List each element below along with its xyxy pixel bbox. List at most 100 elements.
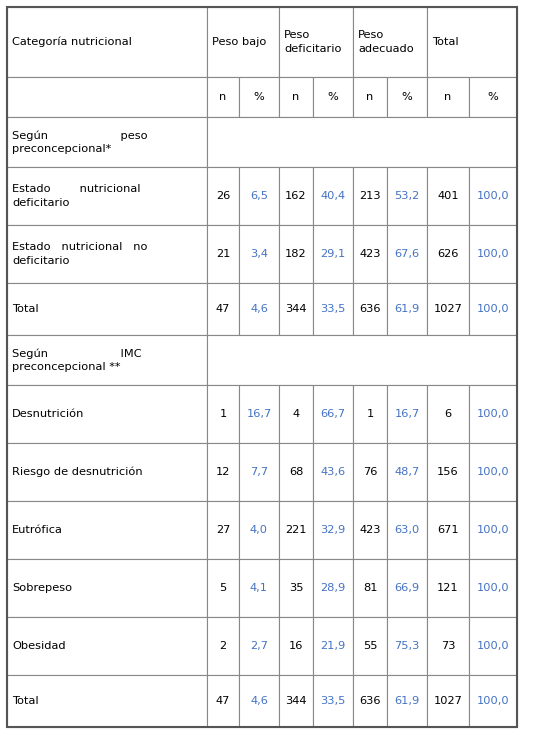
Bar: [279, 283, 313, 335]
Bar: [313, 559, 353, 617]
Bar: [7, 117, 207, 167]
Text: 6,5: 6,5: [250, 191, 268, 201]
Bar: [7, 77, 207, 117]
Bar: [387, 617, 427, 675]
Bar: [469, 501, 517, 559]
Text: 43,6: 43,6: [320, 467, 345, 477]
Bar: [279, 501, 313, 559]
Bar: [313, 675, 353, 727]
Bar: [387, 283, 427, 335]
Bar: [279, 167, 313, 225]
Text: 2: 2: [220, 641, 227, 651]
Bar: [239, 167, 279, 225]
Bar: [387, 167, 427, 225]
Text: Peso
deficitario: Peso deficitario: [284, 30, 342, 53]
Text: %: %: [488, 92, 498, 102]
Text: 7,7: 7,7: [250, 467, 268, 477]
Bar: [387, 501, 427, 559]
Text: 48,7: 48,7: [394, 467, 419, 477]
Text: 162: 162: [285, 191, 307, 201]
Bar: [313, 617, 353, 675]
Bar: [207, 225, 239, 283]
Text: Total: Total: [12, 696, 38, 706]
Text: Estado   nutricional   no
deficitario: Estado nutricional no deficitario: [12, 242, 148, 265]
Bar: [279, 443, 313, 501]
Text: 100,0: 100,0: [477, 304, 510, 314]
Bar: [239, 443, 279, 501]
Text: 73: 73: [441, 641, 455, 651]
Bar: [239, 283, 279, 335]
Bar: [207, 7, 279, 77]
Bar: [353, 559, 387, 617]
Text: 100,0: 100,0: [477, 191, 510, 201]
Bar: [207, 385, 239, 443]
Bar: [313, 167, 353, 225]
Bar: [353, 675, 387, 727]
Bar: [353, 77, 387, 117]
Text: 4,1: 4,1: [250, 583, 268, 593]
Bar: [7, 559, 207, 617]
Bar: [469, 77, 517, 117]
Bar: [387, 77, 427, 117]
Bar: [313, 225, 353, 283]
Bar: [7, 283, 207, 335]
Bar: [207, 167, 239, 225]
Bar: [239, 559, 279, 617]
Text: 12: 12: [216, 467, 230, 477]
Text: 32,9: 32,9: [320, 525, 345, 535]
Text: 61,9: 61,9: [394, 696, 419, 706]
Text: 156: 156: [437, 467, 459, 477]
Text: 63,0: 63,0: [394, 525, 419, 535]
Bar: [427, 617, 469, 675]
Text: 221: 221: [285, 525, 307, 535]
Text: 100,0: 100,0: [477, 696, 510, 706]
Text: 61,9: 61,9: [394, 304, 419, 314]
Bar: [207, 335, 517, 385]
Text: 100,0: 100,0: [477, 641, 510, 651]
Text: 626: 626: [437, 249, 459, 259]
Bar: [353, 385, 387, 443]
Bar: [239, 617, 279, 675]
Bar: [469, 675, 517, 727]
Text: Peso
adecuado: Peso adecuado: [358, 30, 414, 53]
Text: 5: 5: [220, 583, 227, 593]
Bar: [207, 283, 239, 335]
Bar: [7, 443, 207, 501]
Text: Total: Total: [432, 37, 458, 47]
Text: 27: 27: [216, 525, 230, 535]
Bar: [207, 501, 239, 559]
Bar: [387, 675, 427, 727]
Bar: [387, 385, 427, 443]
Text: 1027: 1027: [433, 304, 463, 314]
Bar: [239, 385, 279, 443]
Text: %: %: [402, 92, 413, 102]
Text: 121: 121: [437, 583, 459, 593]
Text: %: %: [328, 92, 338, 102]
Text: 4,0: 4,0: [250, 525, 268, 535]
Text: 1: 1: [220, 409, 227, 419]
Text: 100,0: 100,0: [477, 467, 510, 477]
Bar: [313, 385, 353, 443]
Text: 16,7: 16,7: [246, 409, 272, 419]
Text: 2,7: 2,7: [250, 641, 268, 651]
Text: 100,0: 100,0: [477, 583, 510, 593]
Text: 53,2: 53,2: [394, 191, 419, 201]
Bar: [427, 501, 469, 559]
Text: %: %: [254, 92, 264, 102]
Text: 81: 81: [363, 583, 377, 593]
Bar: [353, 7, 427, 77]
Text: 16: 16: [289, 641, 303, 651]
Bar: [239, 225, 279, 283]
Text: 636: 636: [359, 304, 381, 314]
Bar: [469, 225, 517, 283]
Bar: [207, 617, 239, 675]
Text: Total: Total: [12, 304, 38, 314]
Bar: [469, 443, 517, 501]
Bar: [7, 225, 207, 283]
Text: 33,5: 33,5: [320, 304, 346, 314]
Bar: [353, 501, 387, 559]
Bar: [353, 283, 387, 335]
Bar: [313, 443, 353, 501]
Text: 16,7: 16,7: [394, 409, 419, 419]
Text: 4,6: 4,6: [250, 304, 268, 314]
